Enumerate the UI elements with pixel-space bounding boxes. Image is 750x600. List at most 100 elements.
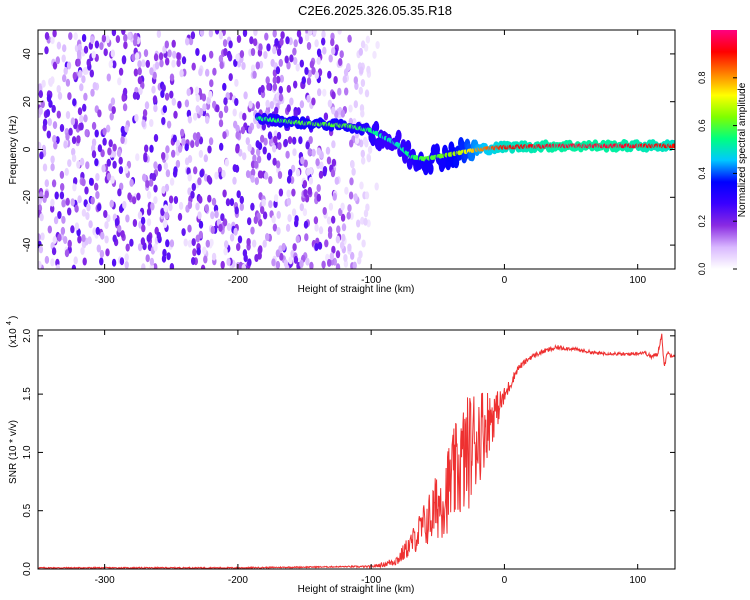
heatmap-noise-cell (212, 67, 217, 76)
heatmap-noise-cell (331, 47, 336, 56)
heatmap-noise-cell (286, 104, 291, 113)
heatmap-noise-cell (364, 191, 370, 200)
heatmap-noise-cell (261, 198, 266, 207)
heatmap-noise-cell (72, 71, 78, 80)
heatmap-noise-cell (356, 219, 361, 228)
y-tick-label: 0.5 (22, 503, 33, 517)
heatmap-noise-cell (42, 118, 48, 127)
heatmap-noise-cell (53, 216, 59, 225)
colorbar (711, 30, 737, 269)
heatmap-noise-cell (324, 239, 329, 248)
heatmap-noise-cell (185, 37, 190, 46)
heatmap-noise-cell (70, 117, 76, 126)
heatmap-y-ticks: -40 -20 0 20 40 (22, 48, 675, 252)
heatmap-noise-cell (307, 30, 313, 36)
heatmap-noise-cell (284, 55, 289, 64)
heatmap-noise-cell (255, 61, 260, 70)
heatmap-noise-cell (48, 99, 53, 108)
heatmap-noise-cell (288, 256, 293, 265)
heatmap-noise-cell (291, 208, 297, 217)
heatmap-noise-cell (206, 175, 212, 183)
heatmap-noise-cell (340, 109, 346, 118)
snr-background (38, 330, 675, 569)
heatmap-noise-cell (360, 40, 366, 49)
heatmap-noise-cell (50, 155, 55, 164)
heatmap-noise-cell (151, 85, 156, 94)
heatmap-noise-cell (317, 241, 323, 250)
heatmap-noise-cell (344, 186, 349, 195)
heatmap-noise-cell (162, 105, 167, 114)
heatmap-noise-cell (358, 250, 363, 259)
heatmap-noise-cell (359, 181, 364, 190)
heatmap-noise-cell (322, 207, 327, 215)
heatmap-noise-cell (347, 243, 352, 252)
heatmap-noise-cell (194, 86, 200, 95)
heatmap-noise-cell (260, 134, 265, 143)
heatmap-noise-cell (281, 242, 286, 251)
heatmap-noise-cell (223, 97, 228, 106)
heatmap-noise-cell (276, 131, 282, 140)
heatmap-noise-cell (105, 124, 111, 133)
heatmap-noise-cell (252, 154, 257, 163)
heatmap-noise-cell (299, 259, 304, 268)
heatmap-noise-cell (127, 32, 132, 40)
x-tick-label: -200 (228, 275, 248, 286)
heatmap-noise-cell (299, 100, 305, 109)
heatmap-noise-cell (106, 73, 112, 82)
heatmap-noise-cell (127, 192, 132, 201)
heatmap-noise-cell (60, 226, 66, 235)
heatmap-noise-cell (358, 47, 363, 56)
snr-multiplier-exponent: 4 (6, 321, 13, 325)
heatmap-noise-cell (99, 42, 104, 51)
heatmap-noise-cell (121, 56, 127, 65)
heatmap-noise-cell (210, 211, 215, 220)
snr-multiplier: (x10 4 ) (6, 316, 19, 348)
heatmap-noise-cell (235, 131, 240, 140)
heatmap-noise-cell (258, 245, 263, 254)
heatmap-noise-cell (161, 152, 166, 160)
heatmap-noise-cell (235, 124, 240, 133)
heatmap-noise-cell (318, 170, 324, 179)
heatmap-noise-cell (316, 56, 321, 65)
heatmap-noise-cell (237, 235, 243, 244)
heatmap-noise-cell (204, 204, 209, 213)
heatmap-noise-cell (129, 178, 134, 187)
heatmap-noise-cell (70, 225, 75, 234)
heatmap-noise-cell (250, 64, 256, 73)
heatmap-noise-cell (329, 252, 334, 261)
heatmap-noise-cell (301, 76, 306, 85)
heatmap-noise-cell (81, 75, 86, 84)
x-tick-label: -300 (95, 575, 115, 586)
heatmap-noise-cell (78, 69, 83, 78)
heatmap-noise-cell (81, 34, 87, 42)
heatmap-noise-cell (187, 173, 192, 182)
heatmap-noise-cell (366, 154, 372, 163)
heatmap-noise-cell (266, 43, 271, 52)
heatmap-noise-cell (268, 176, 273, 184)
heatmap-noise-cell (88, 220, 93, 229)
heatmap-noise-cell (250, 174, 255, 183)
heatmap-noise-cell (283, 138, 288, 147)
heatmap-noise-cell (287, 214, 292, 223)
heatmap-noise-cell (272, 76, 277, 85)
heatmap-noise-cell (234, 164, 240, 173)
heatmap-noise-cell (228, 73, 233, 82)
heatmap-noise-cell (247, 217, 252, 226)
heatmap-noise-cell (72, 98, 77, 107)
heatmap-noise-cell (306, 167, 311, 176)
heatmap-noise-cell (278, 188, 284, 197)
heatmap-noise-cell (247, 258, 252, 267)
heatmap-noise-cell (199, 30, 205, 37)
heatmap-noise-cell (55, 136, 60, 145)
heatmap-noise-cell (175, 159, 181, 168)
heatmap-noise-cell (328, 202, 334, 211)
heatmap-noise-cell (85, 161, 90, 170)
heatmap-noise-cell (82, 257, 87, 266)
heatmap-noise-cell (338, 58, 343, 66)
heatmap-noise-cell (44, 179, 49, 188)
heatmap-noise-cell (223, 105, 229, 114)
heatmap-noise-cell (166, 120, 172, 129)
heatmap-noise-cell (99, 249, 105, 258)
heatmap-noise-cell (285, 150, 290, 159)
